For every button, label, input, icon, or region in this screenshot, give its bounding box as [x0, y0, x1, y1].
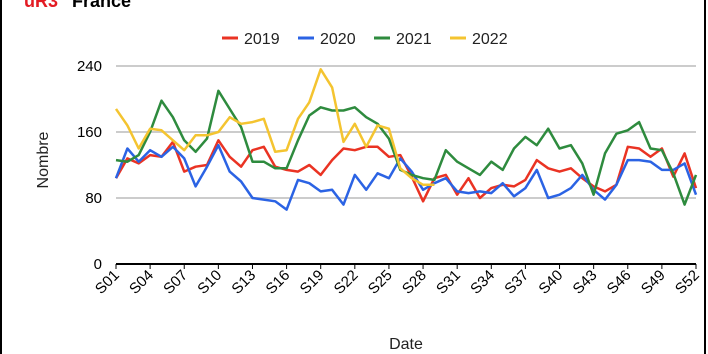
region-code: uR3: [24, 0, 59, 11]
x-tick-label: S04: [126, 267, 157, 298]
x-tick-label: S13: [228, 267, 259, 298]
x-tick-label: S19: [297, 267, 328, 298]
series-line-2019: [114, 139, 698, 203]
series-line-2020: [114, 143, 698, 211]
x-tick-label: S40: [535, 267, 566, 298]
x-axis-ticks: S01 S04 S07 S10 S13 S16 S19 S22 S25 S28 S31 S34 S37 S…: [92, 264, 703, 298]
legend-label-2021: 2021: [396, 31, 432, 48]
x-tick-label: S49: [638, 267, 669, 298]
y-tick-label: 0: [94, 256, 102, 273]
x-tick-label: S43: [570, 267, 601, 298]
grid-lines: [116, 65, 696, 265]
x-tick-label: S07: [160, 267, 191, 298]
legend-label-2020: 2020: [320, 31, 356, 48]
series-line-2022: [114, 68, 435, 187]
x-axis-label: Date: [389, 336, 423, 353]
legend-label-2019: 2019: [244, 31, 280, 48]
x-tick-label: S31: [433, 267, 464, 298]
x-tick-label: S46: [604, 267, 635, 298]
x-tick-label: S10: [194, 267, 225, 298]
chart-header: uR3 France: [24, 0, 131, 12]
x-tick-label: S52: [672, 267, 703, 298]
x-tick-label: S28: [399, 267, 430, 298]
x-tick-label: S25: [365, 267, 396, 298]
legend-label-2022: 2022: [472, 31, 508, 48]
legend: 2019 2020 2021 2022: [222, 31, 508, 48]
series-layer: [114, 68, 698, 211]
x-tick-label: S34: [467, 267, 498, 298]
series-line-2021: [115, 89, 698, 206]
x-tick-label: S37: [501, 267, 532, 298]
y-axis-label: Nombre: [35, 131, 52, 188]
x-tick-label: S16: [263, 267, 294, 298]
y-tick-label: 240: [77, 58, 102, 75]
y-axis-ticks: 0 80 160 240: [77, 58, 102, 273]
y-tick-label: 160: [77, 124, 102, 141]
country-name: France: [72, 0, 132, 11]
y-tick-label: 80: [85, 190, 102, 207]
x-tick-label: S22: [331, 267, 362, 298]
